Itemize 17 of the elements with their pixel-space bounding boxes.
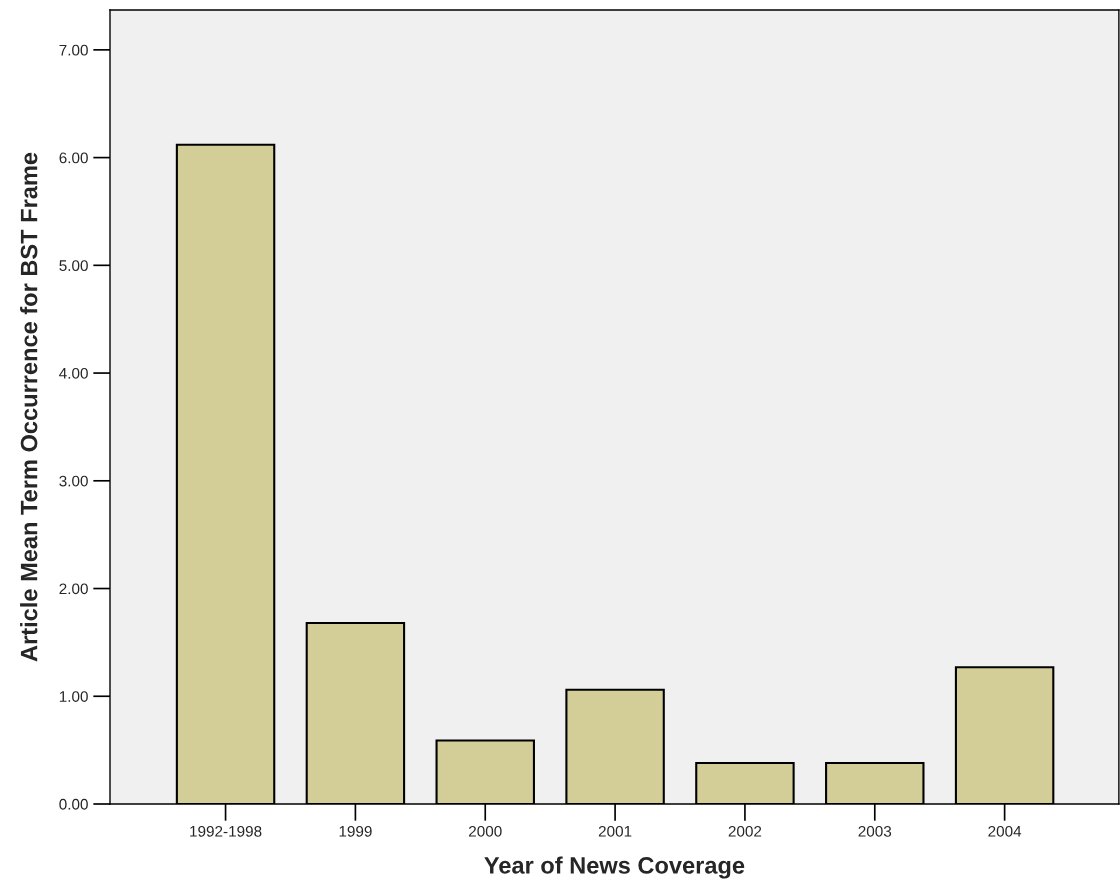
x-tick-label: 1992-1998	[190, 825, 262, 837]
x-tick-label: 2001	[598, 825, 632, 837]
y-tick-label: 5.00	[59, 260, 88, 272]
x-axis-title: Year of News Coverage	[484, 856, 745, 879]
x-tick-label: 2003	[858, 825, 892, 837]
y-tick-label: 7.00	[59, 44, 88, 56]
x-tick-label: 2002	[728, 825, 762, 837]
y-tick-label: 4.00	[59, 367, 88, 379]
y-tick-label: 3.00	[59, 475, 88, 487]
y-tick-label: 2.00	[59, 583, 88, 595]
y-tick-label: 0.00	[59, 798, 88, 810]
y-tick-label: 6.00	[59, 152, 88, 164]
x-tick-label: 1999	[339, 825, 372, 837]
x-tick-label: 2000	[469, 825, 502, 837]
y-tick-label: 1.00	[59, 691, 88, 702]
y-axis-title: Article Mean Term Occurrence for BST Frame	[20, 152, 38, 662]
x-tick-label: 2004	[988, 825, 1022, 837]
